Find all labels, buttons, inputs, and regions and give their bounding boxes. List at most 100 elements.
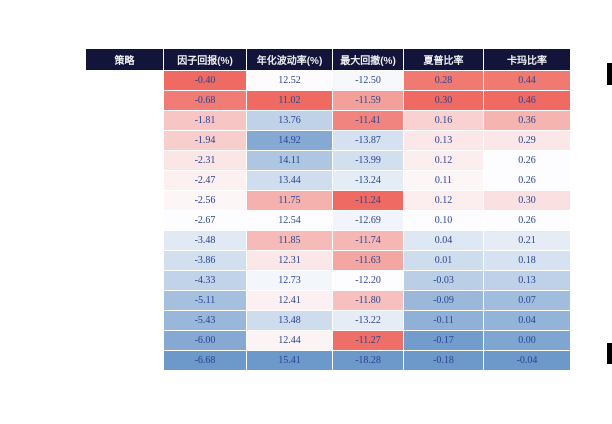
value-cell: -6.00	[163, 330, 247, 351]
table-row: -1.94 14.92 -13.87 0.13 0.29	[85, 130, 571, 151]
table-row: -6.00 12.44 -11.27 -0.17 0.00	[85, 330, 571, 351]
strategy-cell	[85, 90, 164, 111]
strategy-cell	[85, 210, 164, 231]
table-row: -0.68 11.02 -11.59 0.30 0.46	[85, 90, 571, 111]
strategy-cell	[85, 250, 164, 271]
strategy-cell	[85, 330, 164, 351]
value-cell: 15.41	[246, 350, 333, 371]
strategy-cell	[85, 310, 164, 331]
value-cell: -1.81	[163, 110, 247, 131]
value-cell: 0.46	[483, 90, 571, 111]
value-cell: 0.36	[483, 110, 571, 131]
strategy-cell	[85, 150, 164, 171]
right-edge-mark-bottom	[607, 343, 612, 364]
value-cell: 0.26	[483, 170, 571, 191]
value-cell: -11.24	[332, 190, 404, 211]
strategy-cell	[85, 70, 164, 91]
value-cell: -11.59	[332, 90, 404, 111]
value-cell: 11.75	[246, 190, 333, 211]
table-row: -6.68 15.41 -18.28 -0.18 -0.04	[85, 350, 571, 371]
value-cell: 0.11	[403, 170, 484, 191]
value-cell: 0.16	[403, 110, 484, 131]
value-cell: -13.24	[332, 170, 404, 191]
table-row: -3.48 11.85 -11.74 0.04 0.21	[85, 230, 571, 251]
value-cell: -0.68	[163, 90, 247, 111]
value-cell: 0.30	[483, 190, 571, 211]
value-cell: 14.11	[246, 150, 333, 171]
column-header-0: 策略	[85, 48, 164, 71]
strategy-cell	[85, 270, 164, 291]
table-row: -4.33 12.73 -12.20 -0.03 0.13	[85, 270, 571, 291]
strategy-cell	[85, 170, 164, 191]
value-cell: 0.07	[483, 290, 571, 311]
strategy-cell	[85, 350, 164, 371]
value-cell: -13.99	[332, 150, 404, 171]
table-row: -2.67 12.54 -12.69 0.10 0.26	[85, 210, 571, 231]
value-cell: 0.18	[483, 250, 571, 271]
right-edge-mark-top	[607, 63, 612, 85]
value-cell: -12.20	[332, 270, 404, 291]
value-cell: 12.54	[246, 210, 333, 231]
strategy-cell	[85, 190, 164, 211]
strategy-cell	[85, 130, 164, 151]
value-cell: 12.31	[246, 250, 333, 271]
value-cell: 14.92	[246, 130, 333, 151]
value-cell: 11.85	[246, 230, 333, 251]
value-cell: 0.26	[483, 150, 571, 171]
value-cell: -0.11	[403, 310, 484, 331]
value-cell: -1.94	[163, 130, 247, 151]
value-cell: 12.73	[246, 270, 333, 291]
value-cell: -18.28	[332, 350, 404, 371]
value-cell: -11.63	[332, 250, 404, 271]
table-row: -1.81 13.76 -11.41 0.16 0.36	[85, 110, 571, 131]
value-cell: -3.86	[163, 250, 247, 271]
value-cell: -6.68	[163, 350, 247, 371]
value-cell: -0.18	[403, 350, 484, 371]
value-cell: 0.28	[403, 70, 484, 91]
value-cell: -0.17	[403, 330, 484, 351]
value-cell: -2.56	[163, 190, 247, 211]
table-row: -5.11 12.41 -11.80 -0.09 0.07	[85, 290, 571, 311]
value-cell: -3.48	[163, 230, 247, 251]
column-header-5: 卡玛比率	[483, 48, 571, 71]
value-cell: 0.04	[403, 230, 484, 251]
value-cell: 0.44	[483, 70, 571, 91]
value-cell: -5.11	[163, 290, 247, 311]
header-row: 策略 因子回报(%) 年化波动率(%) 最大回撤(%) 夏普比率 卡玛比率	[85, 48, 571, 71]
value-cell: -2.47	[163, 170, 247, 191]
value-cell: 0.29	[483, 130, 571, 151]
value-cell: -5.43	[163, 310, 247, 331]
value-cell: -12.69	[332, 210, 404, 231]
value-cell: 13.44	[246, 170, 333, 191]
value-cell: 0.13	[403, 130, 484, 151]
table-row: -2.31 14.11 -13.99 0.12 0.26	[85, 150, 571, 171]
table-row: -2.47 13.44 -13.24 0.11 0.26	[85, 170, 571, 191]
value-cell: -13.87	[332, 130, 404, 151]
table-row: -5.43 13.48 -13.22 -0.11 0.04	[85, 310, 571, 331]
strategy-cell	[85, 290, 164, 311]
value-cell: -0.40	[163, 70, 247, 91]
column-header-4: 夏普比率	[403, 48, 484, 71]
value-cell: 0.26	[483, 210, 571, 231]
value-cell: -2.67	[163, 210, 247, 231]
value-cell: 0.12	[403, 190, 484, 211]
value-cell: 0.21	[483, 230, 571, 251]
value-cell: -11.74	[332, 230, 404, 251]
value-cell: 12.44	[246, 330, 333, 351]
table-row: -3.86 12.31 -11.63 0.01 0.18	[85, 250, 571, 271]
strategy-performance-table: 策略 因子回报(%) 年化波动率(%) 最大回撤(%) 夏普比率 卡玛比率 -0.40 12…	[85, 48, 571, 371]
value-cell: -0.03	[403, 270, 484, 291]
value-cell: -11.80	[332, 290, 404, 311]
value-cell: 13.76	[246, 110, 333, 131]
value-cell: -11.27	[332, 330, 404, 351]
value-cell: 0.13	[483, 270, 571, 291]
strategy-cell	[85, 110, 164, 131]
value-cell: 0.00	[483, 330, 571, 351]
value-cell: 11.02	[246, 90, 333, 111]
value-cell: -2.31	[163, 150, 247, 171]
value-cell: -11.41	[332, 110, 404, 131]
value-cell: 0.10	[403, 210, 484, 231]
value-cell: -0.09	[403, 290, 484, 311]
value-cell: 0.01	[403, 250, 484, 271]
value-cell: 0.04	[483, 310, 571, 331]
